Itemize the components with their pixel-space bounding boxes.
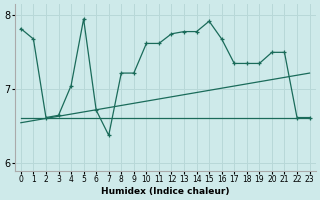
X-axis label: Humidex (Indice chaleur): Humidex (Indice chaleur) — [101, 187, 229, 196]
